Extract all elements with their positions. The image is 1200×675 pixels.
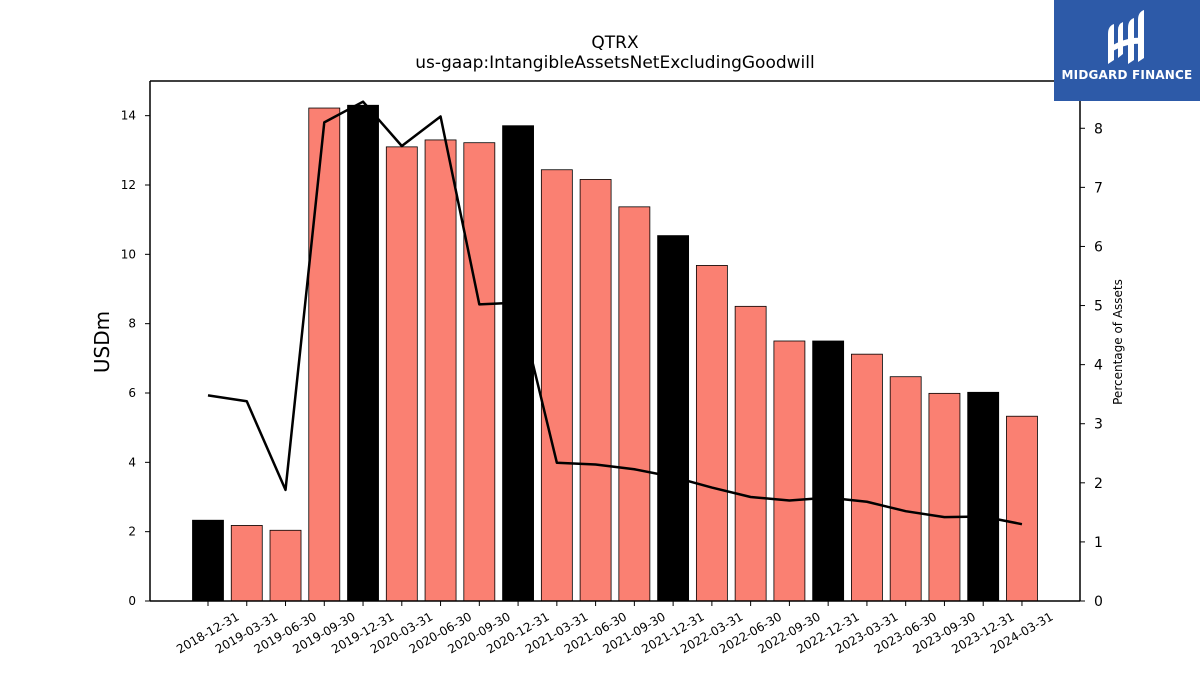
bar-2021-12-31 xyxy=(657,235,690,602)
bar-2023-06-30 xyxy=(889,376,922,602)
bar-2019-09-30 xyxy=(308,107,341,602)
x-axis-ticks: 2018-12-312019-03-312019-06-302019-09-30… xyxy=(174,601,1055,656)
y2-tick-label: 1 xyxy=(1094,535,1103,551)
bar-2022-09-30 xyxy=(773,340,806,602)
y-tick-label: 6 xyxy=(128,386,136,400)
y-tick-label: 14 xyxy=(121,109,136,123)
bar-2019-12-31 xyxy=(347,104,379,602)
brand-logo: MIDGARD FINANCE xyxy=(1054,0,1200,101)
bar-2021-09-30 xyxy=(618,206,651,602)
y-tick-label: 10 xyxy=(121,247,136,261)
bar-2023-12-31 xyxy=(967,391,1000,602)
left-axis-ticks: 0 2 4 6 8 10 12 14 xyxy=(121,109,150,608)
bar-2019-06-30 xyxy=(269,529,302,602)
bar-2020-03-31 xyxy=(385,146,418,602)
bar-2019-03-31 xyxy=(230,525,263,602)
bar-2023-09-30 xyxy=(928,392,961,602)
y2-tick-label: 8 xyxy=(1094,121,1103,137)
y-tick-label: 8 xyxy=(128,317,136,331)
bar-2018-12-31 xyxy=(192,519,224,602)
y2-tick-label: 5 xyxy=(1094,299,1103,315)
bar-2022-03-31 xyxy=(695,265,728,602)
bar-2023-03-31 xyxy=(851,353,883,602)
right-axis-ticks: 0 1 2 3 4 5 6 7 8 xyxy=(1080,121,1103,610)
bar-2021-03-31 xyxy=(540,169,573,602)
bar-2024-03-31 xyxy=(1006,415,1038,602)
y2-tick-label: 6 xyxy=(1094,239,1103,255)
bar-2020-12-31 xyxy=(502,125,534,602)
logo-text: MIDGARD FINANCE xyxy=(1061,68,1193,82)
bar-2022-06-30 xyxy=(734,305,767,602)
y2-tick-label: 0 xyxy=(1094,594,1103,610)
y2-tick-label: 7 xyxy=(1094,180,1103,196)
bar-series xyxy=(192,104,1038,602)
y-tick-label: 4 xyxy=(128,455,136,469)
bar-2022-12-31 xyxy=(812,340,845,602)
logo-mark-icon xyxy=(1108,10,1144,64)
y2-tick-label: 2 xyxy=(1094,476,1103,492)
bar-2020-06-30 xyxy=(424,139,457,602)
bar-2021-06-30 xyxy=(579,179,612,602)
chart-subtitle: us-gaap:IntangibleAssetsNetExcludingGood… xyxy=(415,53,814,73)
y-tick-label: 12 xyxy=(121,178,136,192)
y2-axis-label: Percentage of Assets xyxy=(1111,279,1125,405)
bar-2020-09-30 xyxy=(463,142,496,602)
y2-tick-label: 3 xyxy=(1094,417,1103,433)
y2-tick-label: 4 xyxy=(1094,358,1103,374)
line-percentage-of-assets xyxy=(207,100,1023,526)
line-series xyxy=(207,100,1023,526)
axes xyxy=(149,80,1081,602)
y-tick-label: 0 xyxy=(128,594,136,608)
chart-title: QTRX xyxy=(591,33,639,53)
y-axis-label: USDm xyxy=(90,311,114,373)
y-tick-label: 2 xyxy=(128,525,136,539)
